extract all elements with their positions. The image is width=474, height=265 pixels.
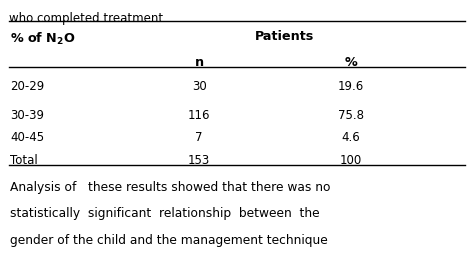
Text: 100: 100: [340, 154, 362, 167]
Text: Total: Total: [10, 154, 38, 167]
Text: 153: 153: [188, 154, 210, 167]
Text: 7: 7: [195, 131, 203, 144]
Text: n: n: [194, 56, 204, 69]
Text: %: %: [345, 56, 357, 69]
Text: 19.6: 19.6: [337, 80, 364, 92]
Text: 75.8: 75.8: [338, 109, 364, 122]
Text: Patients: Patients: [255, 30, 314, 43]
Text: Analysis of   these results showed that there was no: Analysis of these results showed that th…: [10, 181, 331, 194]
Text: 30-39: 30-39: [10, 109, 45, 122]
Text: 20-29: 20-29: [10, 80, 45, 92]
Text: gender of the child and the management technique: gender of the child and the management t…: [10, 234, 328, 247]
Text: 40-45: 40-45: [10, 131, 45, 144]
Text: 116: 116: [188, 109, 210, 122]
Text: 4.6: 4.6: [341, 131, 360, 144]
Text: who completed treatment: who completed treatment: [9, 12, 163, 25]
Text: statistically  significant  relationship  between  the: statistically significant relationship b…: [10, 207, 320, 220]
Text: 30: 30: [191, 80, 207, 92]
Text: % of $\mathbf{N_2O}$: % of $\mathbf{N_2O}$: [10, 30, 76, 47]
